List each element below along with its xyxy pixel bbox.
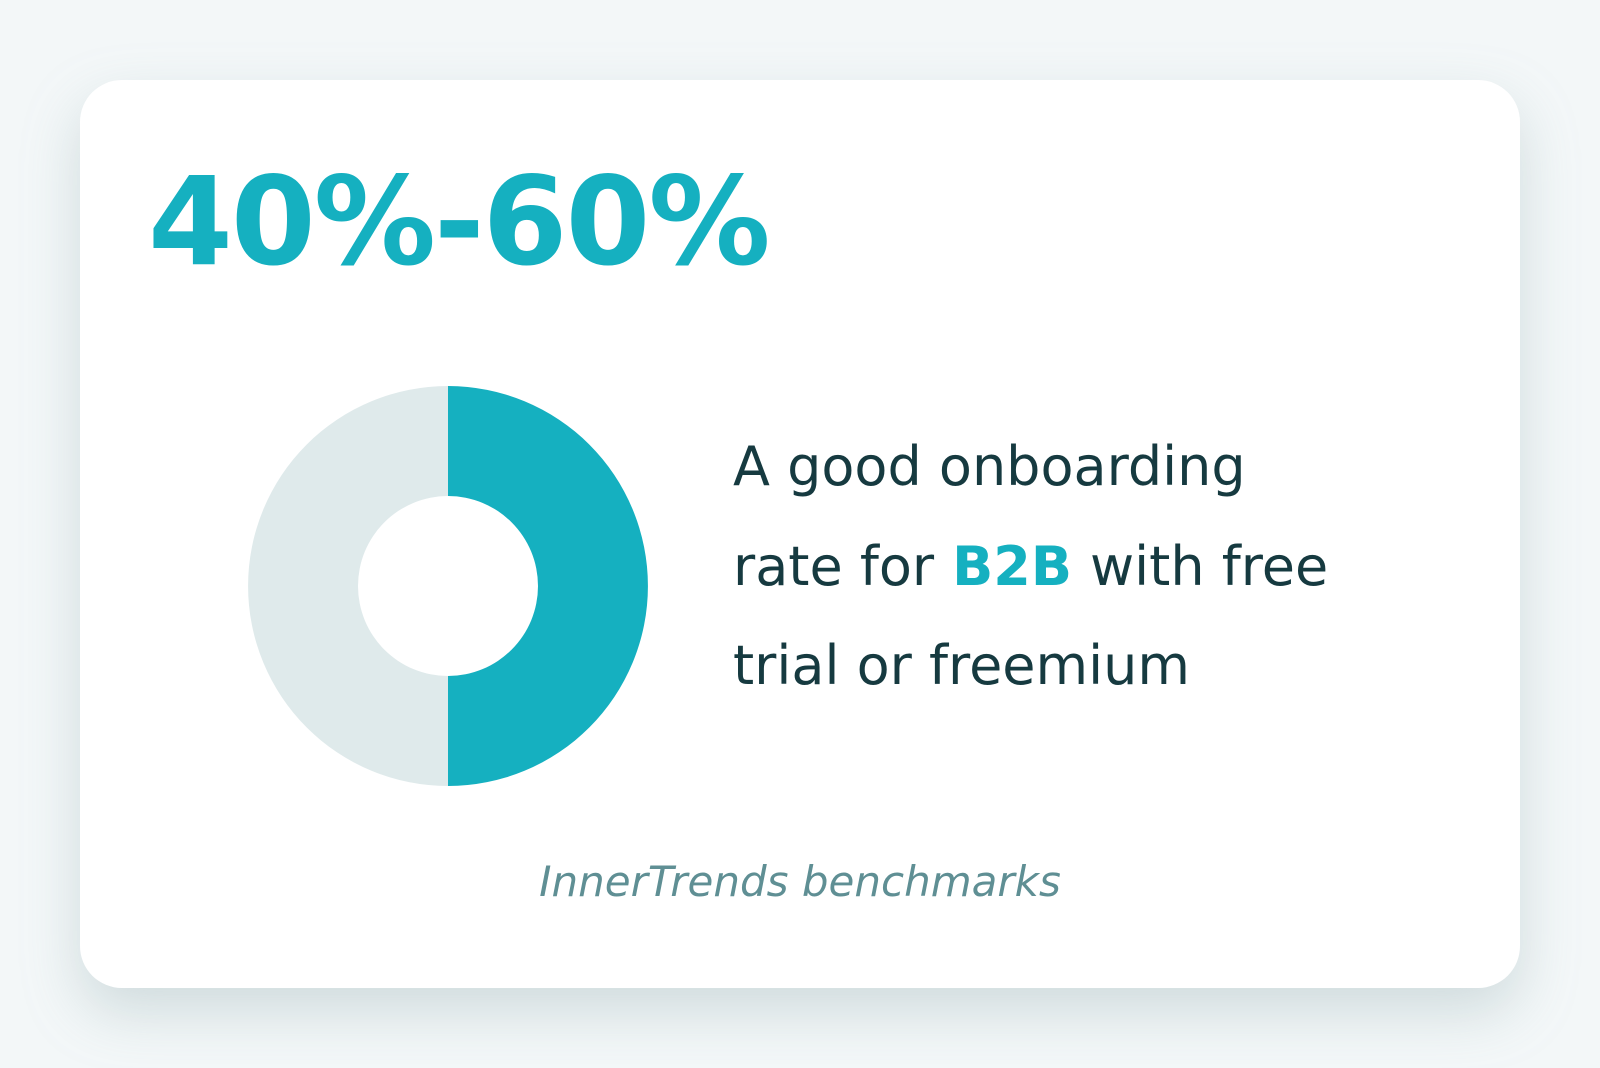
headline: 40%-60% [148, 151, 769, 293]
description-line: trial or freemium [733, 634, 1190, 697]
highlight: B2B [952, 535, 1072, 598]
donut-segment [248, 386, 448, 786]
description-line: A good onboarding [733, 435, 1246, 498]
description-text: rate for [733, 535, 935, 598]
donut-segment [448, 386, 648, 786]
source: InnerTrends benchmarks [539, 857, 1061, 906]
description-line: rate for B2B with free [733, 535, 1328, 598]
description-text: with free [1090, 535, 1328, 598]
donut-chart [248, 386, 648, 786]
